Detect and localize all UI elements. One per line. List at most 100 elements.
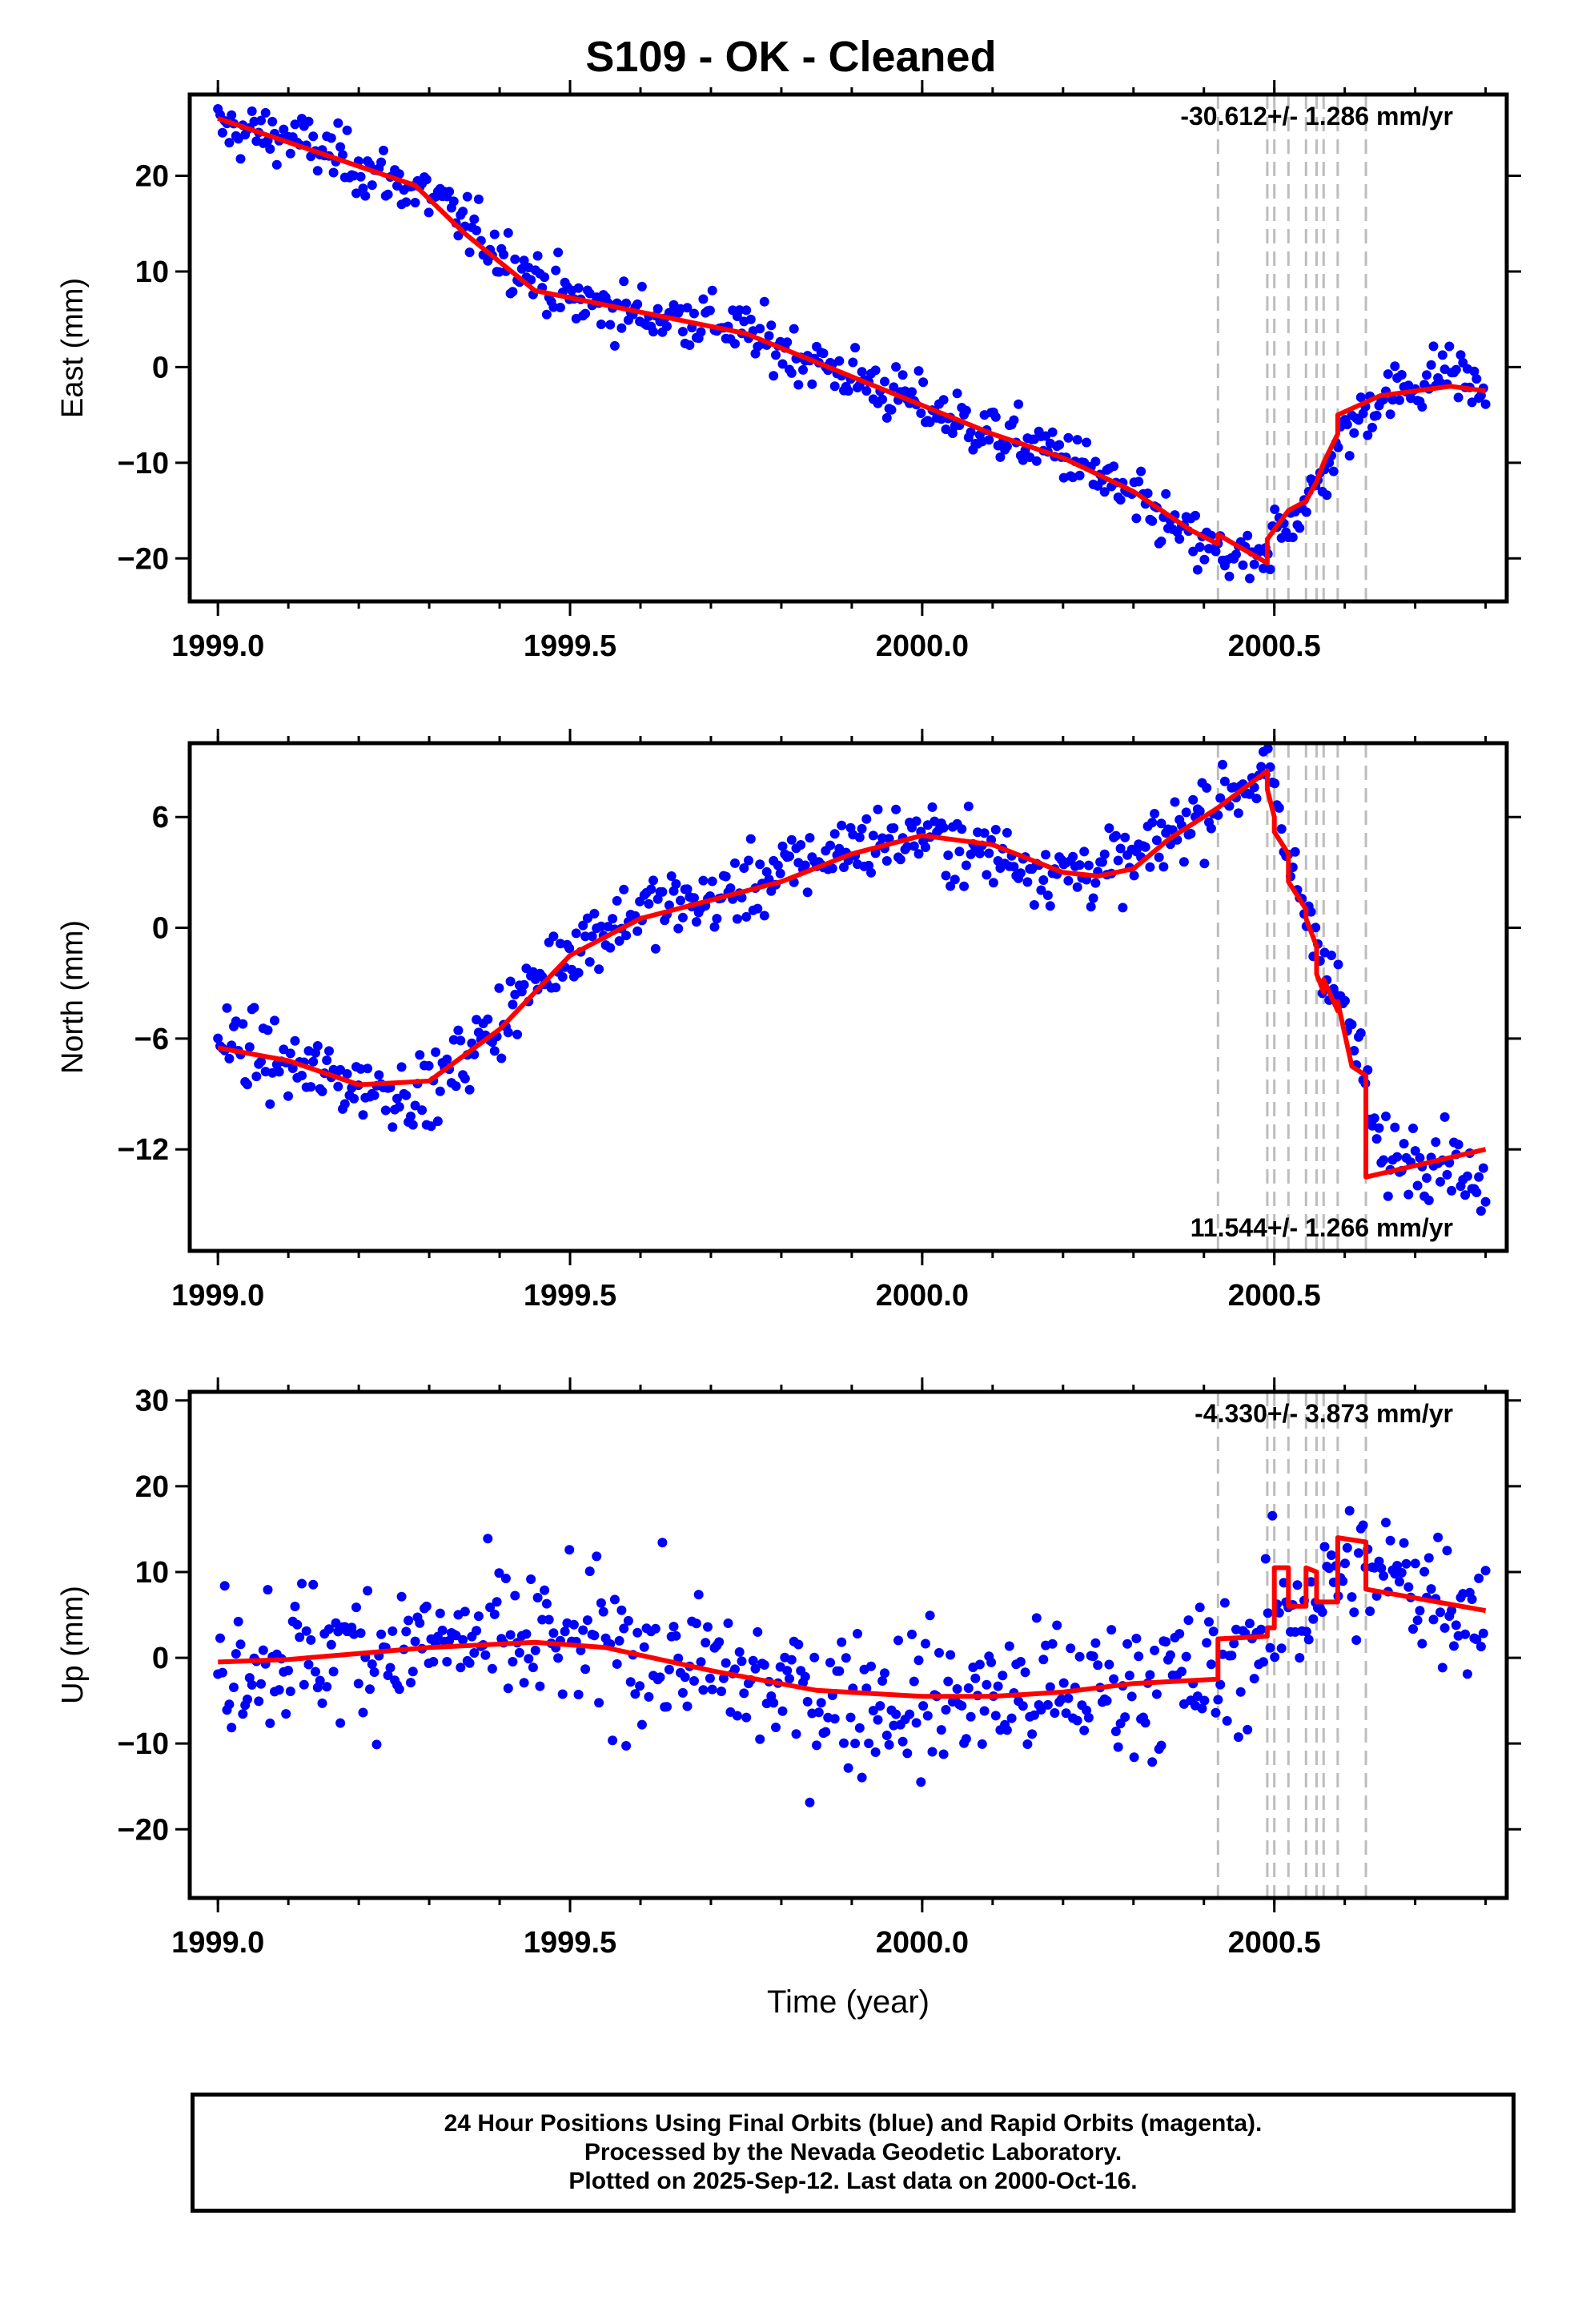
data-point (1410, 1558, 1420, 1569)
data-point (974, 848, 985, 858)
data-point (1374, 1123, 1384, 1133)
data-point (886, 404, 897, 415)
data-point (682, 1701, 693, 1711)
data-point (355, 1628, 366, 1638)
data-point (745, 314, 756, 324)
data-point (1199, 1695, 1210, 1706)
data-point (458, 207, 468, 217)
data-point (349, 1093, 359, 1104)
data-point (616, 1605, 627, 1615)
data-point (1002, 1725, 1012, 1735)
data-point (503, 1027, 513, 1038)
data-point (1358, 1520, 1368, 1530)
data-point (537, 1614, 548, 1625)
data-point (1156, 537, 1166, 546)
data-point (1045, 1682, 1055, 1692)
data-point (283, 1091, 293, 1101)
data-point (689, 893, 699, 903)
data-point (1129, 870, 1139, 881)
data-point (303, 1659, 314, 1670)
y-tick-label: −10 (118, 1727, 169, 1761)
data-point (1009, 862, 1019, 872)
data-point (1110, 830, 1121, 841)
data-point (363, 1586, 373, 1596)
data-point (415, 1618, 425, 1628)
data-point (1211, 546, 1221, 557)
data-point (1263, 743, 1273, 754)
data-point (1476, 1206, 1486, 1216)
data-point (608, 1735, 618, 1746)
data-point (1140, 842, 1150, 852)
east-panel: 1999.0 1999.5 2000.0 2000.5 −20 −10 0 10 20 East … (56, 80, 1521, 663)
data-point (648, 875, 658, 886)
data-point (514, 1647, 524, 1658)
data-point (308, 1579, 319, 1590)
data-point (383, 189, 393, 199)
data-point (961, 1734, 971, 1744)
data-point (909, 841, 919, 851)
data-point (827, 863, 837, 874)
data-point (424, 1060, 434, 1071)
data-point (295, 1632, 305, 1642)
data-point (1383, 1191, 1393, 1201)
data-point (442, 1054, 452, 1064)
data-point (473, 194, 484, 204)
data-point (977, 1739, 987, 1749)
data-point (596, 1598, 606, 1608)
data-point (696, 1657, 706, 1667)
data-point (1219, 776, 1230, 786)
data-point (1063, 875, 1074, 886)
data-point (1392, 1561, 1403, 1570)
data-point (741, 1712, 752, 1723)
data-point (1118, 903, 1128, 913)
data-point (959, 881, 970, 891)
data-point (891, 1709, 901, 1719)
data-point (1274, 1607, 1284, 1618)
data-point (916, 408, 926, 418)
data-point (782, 337, 793, 348)
data-point (1480, 1566, 1491, 1576)
data-point (553, 247, 564, 258)
data-point (936, 1725, 946, 1735)
data-point (227, 1723, 237, 1733)
data-point (825, 1658, 835, 1668)
data-point (571, 928, 581, 939)
data-point (829, 829, 840, 839)
data-point (648, 327, 658, 337)
data-point (564, 1545, 575, 1555)
data-point (913, 366, 924, 376)
data-point (1224, 571, 1235, 581)
data-point (589, 1630, 600, 1641)
y-tick-label: 20 (135, 160, 169, 194)
data-point (619, 884, 629, 895)
data-point (650, 1623, 661, 1634)
data-point (1422, 1173, 1431, 1183)
data-point (540, 1585, 550, 1595)
data-point (1165, 1650, 1175, 1660)
data-point (317, 1086, 327, 1096)
data-point (793, 1639, 804, 1650)
data-point (1215, 793, 1226, 803)
data-point (614, 1635, 624, 1646)
data-point (619, 1623, 629, 1634)
data-point (415, 1050, 425, 1060)
data-point (582, 1615, 592, 1626)
north-panel: 1999.0 1999.5 2000.0 2000.5 −12 −6 0 6 North (mm… (56, 729, 1521, 1313)
data-point (503, 1683, 513, 1694)
data-point (1306, 1577, 1316, 1587)
data-point (584, 1566, 595, 1577)
data-point (777, 841, 788, 851)
data-point (1202, 1638, 1212, 1648)
data-point (394, 1684, 404, 1695)
data-point (1379, 1570, 1389, 1581)
data-point (1192, 565, 1203, 575)
data-point (322, 1682, 332, 1692)
data-point (1047, 1638, 1058, 1649)
data-point (453, 1025, 464, 1035)
data-point (584, 957, 595, 967)
data-point (685, 340, 695, 350)
data-point (573, 967, 584, 978)
data-point (385, 1663, 396, 1673)
data-point (1322, 490, 1332, 501)
